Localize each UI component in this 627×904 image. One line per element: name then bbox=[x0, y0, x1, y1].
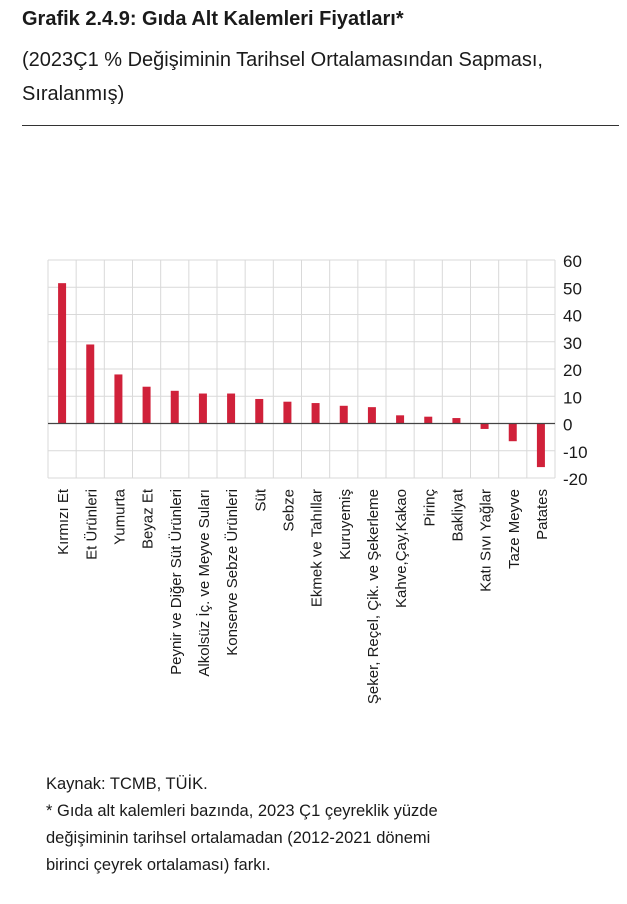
x-category-label: Patates bbox=[534, 489, 551, 540]
bar bbox=[536, 423, 545, 468]
x-category-label: Taze Meyve bbox=[506, 489, 523, 569]
x-category-label: Bakliyat bbox=[449, 488, 466, 541]
bar bbox=[58, 283, 67, 424]
y-tick-label: 30 bbox=[563, 334, 582, 353]
bar bbox=[255, 398, 264, 424]
x-category-label: Alkolsüz İç. ve Meyve Suları bbox=[195, 489, 213, 677]
grid-lines bbox=[47, 259, 556, 479]
x-category-label: Katı Sıvı Yağlar bbox=[478, 489, 495, 592]
x-category-label: Yumurta bbox=[111, 488, 128, 545]
bar bbox=[227, 393, 236, 424]
y-tick-label: 0 bbox=[563, 416, 572, 435]
bar bbox=[142, 386, 151, 424]
footnote-line-2: değişiminin tarihsel ortalamadan (2012-2… bbox=[46, 829, 431, 847]
chart-footer: Kaynak: TCMB, TÜİK. * Gıda alt kalemleri… bbox=[46, 771, 606, 879]
bar bbox=[170, 390, 179, 424]
x-category-label: Et Ürünleri bbox=[82, 489, 100, 560]
bars bbox=[58, 283, 545, 468]
y-tick-label: -10 bbox=[563, 443, 588, 462]
y-axis-ticks: 60 50 40 30 20 10 0 -10 -20 bbox=[563, 252, 588, 489]
y-tick-label: -20 bbox=[563, 470, 588, 489]
bar bbox=[339, 405, 348, 424]
bar bbox=[424, 416, 433, 424]
x-category-label: Kahve,Çay,Kakao bbox=[393, 489, 410, 608]
bar bbox=[396, 415, 405, 424]
title-divider bbox=[22, 125, 619, 126]
y-tick-label: 50 bbox=[563, 279, 582, 298]
bar bbox=[114, 374, 123, 424]
y-tick-label: 20 bbox=[563, 361, 582, 380]
x-category-label: Beyaz Et bbox=[140, 488, 157, 549]
bar bbox=[86, 344, 95, 424]
bar bbox=[367, 407, 376, 424]
bar bbox=[452, 418, 461, 424]
y-tick-label: 40 bbox=[563, 307, 582, 326]
y-tick-label: 10 bbox=[563, 388, 582, 407]
x-category-label: Kuruyemiş bbox=[337, 489, 354, 560]
x-category-label: Konserve Sebze Ürünleri bbox=[223, 489, 241, 656]
x-category-label: Ekmek ve Tahıllar bbox=[309, 489, 326, 607]
footnote-line-3: birinci çeyrek ortalaması) farkı. bbox=[46, 856, 271, 874]
x-category-label: Pirinç bbox=[421, 489, 438, 527]
bar bbox=[283, 401, 292, 424]
chart-subtitle: (2023Ç1 % Değişiminin Tarihsel Ortalamas… bbox=[22, 49, 543, 105]
chart-title: Grafik 2.4.9: Gıda Alt Kalemleri Fiyatla… bbox=[22, 8, 404, 30]
x-category-label: Şeker, Reçel, Çik. ve Şekerleme bbox=[365, 489, 382, 704]
footnote-line-1: * Gıda alt kalemleri bazında, 2023 Ç1 çe… bbox=[46, 802, 438, 820]
bar bbox=[508, 423, 517, 442]
x-category-label: Süt bbox=[252, 488, 269, 511]
x-axis-labels: Kırmızı Et Et Ürünleri Yumurta Beyaz Et Peyn… bbox=[55, 488, 551, 704]
x-category-label: Kırmızı Et bbox=[55, 488, 72, 555]
x-category-label: Peynir ve Diğer Süt Ürünleri bbox=[167, 489, 185, 675]
source-text: Kaynak: TCMB, TÜİK. bbox=[46, 775, 208, 793]
y-tick-label: 60 bbox=[563, 252, 582, 271]
x-category-label: Sebze bbox=[280, 489, 297, 532]
bar bbox=[311, 403, 320, 424]
bar bbox=[198, 393, 207, 424]
bar bbox=[480, 423, 489, 429]
